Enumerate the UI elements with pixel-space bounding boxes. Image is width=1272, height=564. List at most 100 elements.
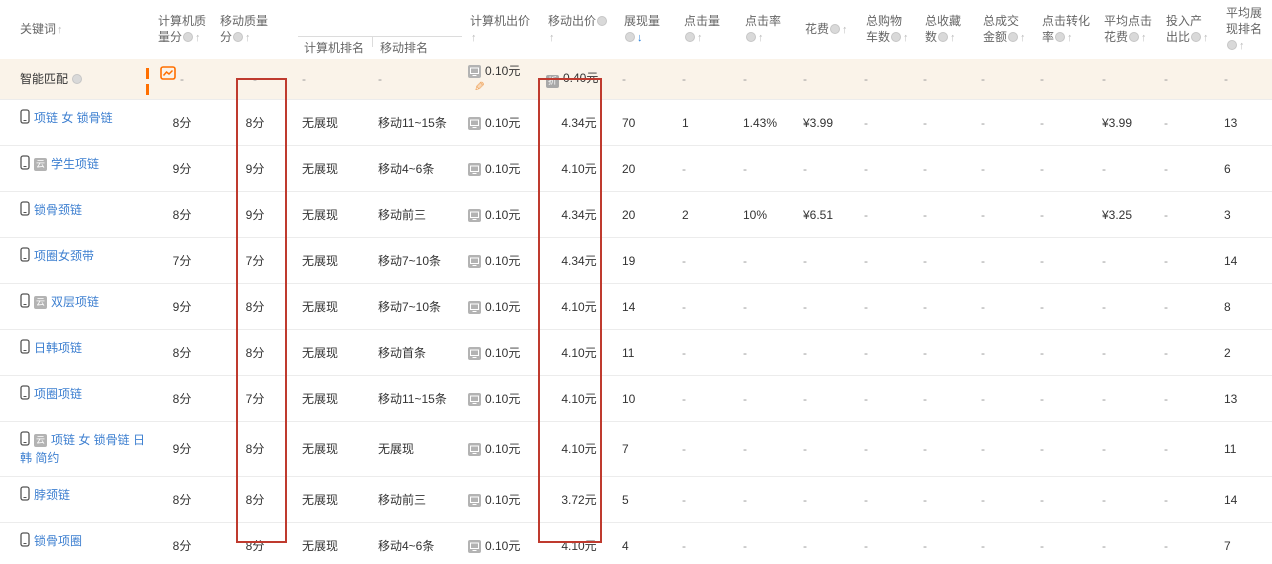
pc-quality-score-cell: 8分 [150, 99, 212, 146]
col-gmv-total[interactable]: 总成交金额 ↑ [975, 0, 1034, 59]
sort-asc-icon[interactable]: ↑ [1239, 40, 1245, 52]
roi-cell: - [1158, 283, 1218, 330]
help-icon[interactable] [1191, 32, 1202, 42]
keyword-link[interactable]: 脖颈链 [34, 488, 71, 502]
help-icon[interactable] [746, 32, 756, 42]
col-pc-bid[interactable]: 计算机出价 ↑ [462, 0, 540, 59]
keyword-link[interactable]: 双层项链 [51, 295, 100, 309]
help-icon[interactable] [597, 16, 608, 26]
fav-total-cell: - [917, 329, 975, 376]
keyword-link[interactable]: 项链 女 锁骨链 日韩 简约 [20, 433, 146, 465]
pc-quality-score-cell: 8分 [150, 522, 212, 564]
help-icon[interactable] [1055, 32, 1066, 42]
col-roi[interactable]: 投入产出比 ↑ [1158, 0, 1218, 59]
help-icon[interactable] [891, 32, 902, 42]
cart-total-value: - [864, 345, 868, 360]
col-fav-total[interactable]: 总收藏数 ↑ [917, 0, 975, 59]
smart-match-label: 智能匹配 [20, 72, 69, 86]
pc-bid-badge-icon [468, 443, 481, 456]
keyword-row: 项链 女 锁骨链 8分 8分 无展现 移动11~15条 0.10元 4.34元 70 1 1.43… [0, 99, 1272, 146]
pc-bid-cell: 0.10元 [462, 476, 540, 523]
sort-asc-icon[interactable]: ↑ [697, 32, 703, 44]
col-pc-rank[interactable]: 计算机排名 [296, 0, 372, 59]
avg-rank-value: 14 [1224, 492, 1238, 507]
impressions-value: 14 [622, 299, 636, 314]
help-icon[interactable] [233, 32, 244, 42]
mobile-rank-value: 移动前三 [378, 207, 427, 222]
sort-asc-icon[interactable]: ↑ [758, 32, 764, 44]
help-icon[interactable] [685, 32, 695, 42]
col-mobile-rank[interactable]: 移动排名 [372, 0, 462, 59]
avg-rank-value: 7 [1224, 538, 1231, 553]
mobile-quality-score-value: 8分 [245, 442, 265, 456]
pc-bid-badge-icon [468, 162, 481, 176]
col-cart-total[interactable]: 总购物车数 ↑ [858, 0, 917, 59]
sort-asc-icon[interactable]: ↑ [195, 32, 201, 44]
avg-rank-cell: 3 [1218, 191, 1272, 238]
col-label: 展现量 [624, 14, 661, 28]
sort-desc-icon[interactable]: ↓ [637, 32, 643, 44]
col-keyword[interactable]: 关键词↑ [0, 0, 150, 59]
roi-value: - [1164, 442, 1168, 456]
col-clicks[interactable]: 点击量 ↑ [676, 0, 737, 59]
sort-asc-icon[interactable]: ↑ [903, 32, 909, 44]
col-avg-rank[interactable]: 平均展现排名 ↑ [1218, 0, 1272, 59]
col-cvr[interactable]: 点击转化率 ↑ [1034, 0, 1096, 59]
sort-asc-icon[interactable]: ↑ [1203, 32, 1209, 44]
avg-click-cost-cell: - [1096, 145, 1158, 192]
sort-asc-icon[interactable]: ↑ [245, 32, 251, 44]
keyword-cell: 锁骨颈链 [0, 191, 150, 238]
col-mobile-quality[interactable]: 移动质量分 ↑ [212, 0, 296, 59]
help-icon[interactable] [938, 32, 949, 42]
keyword-link[interactable]: 日韩项链 [34, 341, 83, 355]
cvr-value: - [1040, 492, 1044, 507]
phone-icon [20, 201, 30, 220]
help-icon[interactable] [183, 32, 194, 42]
pause-icon[interactable] [146, 67, 151, 99]
sort-asc-icon[interactable]: ↑ [471, 32, 477, 44]
sort-asc-icon[interactable]: ↑ [1020, 32, 1026, 44]
avg-rank-value: - [1224, 72, 1228, 86]
avg-click-cost-cell: - [1096, 283, 1158, 330]
keyword-link[interactable]: 项圈女颈带 [34, 249, 95, 263]
chart-icon[interactable] [160, 66, 176, 84]
keyword-link[interactable]: 项链 女 锁骨链 [34, 111, 113, 125]
help-icon[interactable] [625, 32, 635, 42]
col-avg-click-cost[interactable]: 平均点击花费 ↑ [1096, 0, 1158, 59]
keyword-link[interactable]: 锁骨颈链 [34, 203, 83, 217]
mobile-rank-value: - [378, 72, 382, 86]
ctr-value: - [743, 442, 747, 456]
help-icon[interactable] [72, 74, 83, 84]
clicks-value: - [682, 538, 686, 553]
sort-asc-icon[interactable]: ↑ [57, 24, 63, 36]
col-ctr[interactable]: 点击率 ↑ [737, 0, 797, 59]
help-icon[interactable] [830, 24, 841, 34]
ctr-value: - [743, 538, 747, 553]
gmv-total-value: - [981, 72, 985, 86]
col-cost[interactable]: 花费 ↑ [797, 0, 858, 59]
sort-asc-icon[interactable]: ↑ [950, 32, 956, 44]
mobile-quality-score-value: 8分 [245, 299, 265, 314]
keyword-link[interactable]: 学生项链 [51, 157, 100, 171]
pc-bid-cell: 0.10元✎ [462, 59, 540, 100]
sort-asc-icon[interactable]: ↑ [1067, 32, 1073, 44]
help-icon[interactable] [1008, 32, 1019, 42]
avg-click-cost-value: - [1102, 299, 1106, 314]
sort-asc-icon[interactable]: ↑ [1141, 32, 1147, 44]
mobile-rank-value: 移动11~15条 [378, 115, 447, 130]
keyword-link[interactable]: 项圈项链 [34, 387, 83, 401]
mobile-bid-cell: 4.34元 [540, 99, 616, 146]
col-impressions[interactable]: 展现量 ↓ [616, 0, 676, 59]
sort-asc-icon[interactable]: ↑ [549, 32, 555, 44]
ctr-cell: - [737, 522, 797, 564]
help-icon[interactable] [1227, 40, 1237, 50]
help-icon[interactable] [1129, 32, 1140, 42]
keyword-link[interactable]: 锁骨项圈 [34, 534, 83, 548]
edit-bid-pencil-icon[interactable]: ✎ [474, 79, 485, 94]
col-pc-quality[interactable]: 计算机质量分 ↑ [150, 0, 212, 59]
avg-rank-value: 14 [1224, 253, 1238, 268]
sort-asc-icon[interactable]: ↑ [842, 24, 848, 36]
tag-badge-icon: 云 [34, 158, 47, 171]
col-mobile-bid[interactable]: 移动出价 ↑ [540, 0, 616, 59]
